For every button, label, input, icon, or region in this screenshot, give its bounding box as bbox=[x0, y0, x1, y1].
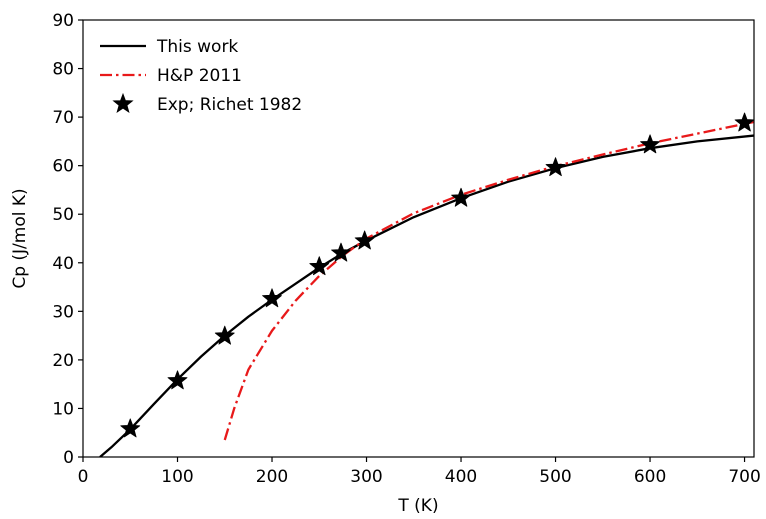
x-tick-label: 0 bbox=[78, 467, 89, 487]
data-point-star bbox=[262, 288, 282, 308]
y-tick-label: 30 bbox=[52, 302, 74, 322]
plot-frame bbox=[82, 19, 755, 458]
legend-label: This work bbox=[156, 37, 238, 57]
x-tick-label: 500 bbox=[539, 467, 571, 487]
legend-label: Exp; Richet 1982 bbox=[157, 95, 302, 115]
x-tick-label: 600 bbox=[634, 467, 666, 487]
x-tick-label: 300 bbox=[350, 467, 382, 487]
legend-star-marker bbox=[112, 92, 134, 114]
data-point-star bbox=[545, 157, 566, 177]
data-point-star bbox=[451, 187, 471, 207]
hp-2011-line bbox=[223, 120, 754, 441]
data-point-star bbox=[214, 325, 235, 345]
plot-area bbox=[99, 112, 755, 457]
x-tick-label: 400 bbox=[445, 467, 477, 487]
legend-label: H&P 2011 bbox=[157, 66, 242, 86]
x-tick-label: 700 bbox=[728, 467, 760, 487]
this-work-line bbox=[99, 134, 754, 457]
y-tick-label: 10 bbox=[52, 399, 74, 419]
axes: 0 100 200 300 400 500 600 700 0 10 20 30 40 50 60 70 80 9… bbox=[10, 11, 761, 516]
data-point-star bbox=[120, 418, 141, 438]
data-point-star bbox=[354, 230, 375, 250]
x-tick-label: 100 bbox=[161, 467, 193, 487]
data-point-star bbox=[640, 134, 660, 154]
y-tick-label: 70 bbox=[52, 108, 74, 128]
x-axis-label: T (K) bbox=[397, 496, 438, 516]
data-point-star bbox=[167, 370, 188, 390]
data-point-star bbox=[734, 112, 755, 132]
y-tick-label: 60 bbox=[52, 157, 74, 177]
y-tick-label: 0 bbox=[63, 448, 74, 468]
y-tick-label: 80 bbox=[52, 60, 74, 80]
y-tick-label: 40 bbox=[52, 254, 74, 274]
y-tick-label: 90 bbox=[52, 11, 74, 31]
y-tick-label: 50 bbox=[52, 205, 74, 225]
y-tick-label: 20 bbox=[52, 351, 74, 371]
y-axis-label: Cp (J/mol K) bbox=[10, 188, 30, 288]
legend: This work H&P 2011 Exp; Richet 1982 bbox=[100, 37, 302, 115]
data-point-star bbox=[331, 242, 351, 262]
data-point-star bbox=[309, 256, 330, 276]
x-tick-label: 200 bbox=[256, 467, 288, 487]
